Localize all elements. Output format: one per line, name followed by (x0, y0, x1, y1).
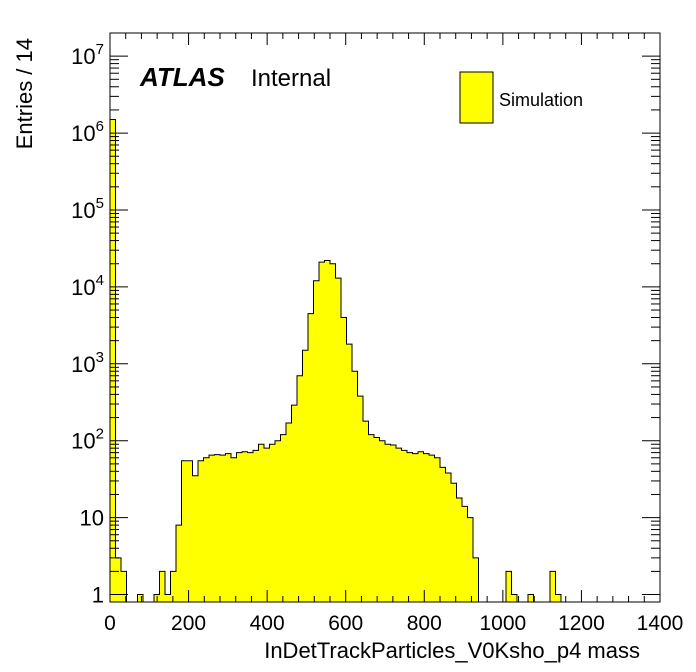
histogram-bar (286, 423, 292, 602)
x-tick-label: 600 (328, 612, 363, 635)
histogram-bar (242, 451, 248, 602)
y-axis-label: Entries / 14 (12, 38, 37, 149)
histogram-bar (390, 444, 396, 602)
atlas-internal-label: Internal (251, 65, 331, 92)
histogram-bar (302, 350, 308, 602)
y-tick-label: 107 (71, 41, 104, 69)
histogram-bar (236, 452, 242, 602)
histogram-outline (110, 119, 572, 603)
histogram-bar (115, 557, 121, 602)
histogram-bar (192, 475, 198, 602)
histogram-bar (258, 444, 264, 602)
y-tick-label: 102 (71, 426, 104, 454)
histogram-bar (368, 434, 374, 602)
histogram-bar (429, 455, 435, 602)
histogram-bar (550, 571, 556, 602)
histogram-bar (324, 260, 330, 602)
histogram-bar (110, 119, 116, 603)
histogram-bar (330, 263, 336, 602)
histogram-bar (385, 444, 391, 602)
x-tick-label: 800 (407, 612, 442, 635)
histogram-bar (220, 455, 226, 602)
x-tick-label: 200 (171, 612, 206, 635)
histogram-bar (423, 453, 429, 602)
x-axis-label: InDetTrackParticles_V0Ksho_p4 mass (264, 638, 640, 663)
histogram-bar (346, 344, 352, 602)
y-tick-label: 1 (92, 583, 104, 608)
histogram-bar (121, 571, 127, 602)
histogram-bar (170, 571, 176, 602)
histogram-bar (440, 467, 446, 602)
histogram-bar (308, 313, 314, 602)
histogram-bar (198, 460, 204, 602)
histogram-bar (253, 450, 259, 602)
y-tick-label: 10 (80, 506, 104, 531)
legend: Simulation (459, 71, 583, 124)
histogram-bar (225, 453, 231, 602)
x-tick-label: 1200 (558, 612, 605, 635)
histogram-bar (467, 517, 473, 602)
y-tick-label: 106 (71, 118, 104, 146)
histogram-bar (269, 444, 275, 602)
histogram-bar (506, 571, 512, 602)
histogram-bar (335, 278, 341, 602)
x-axis-ticks: 0 200 400 600 800 1000 1200 1400 (104, 33, 683, 635)
histogram-bar (280, 434, 286, 602)
histogram-bar (165, 594, 171, 602)
histogram-bar (434, 457, 440, 602)
histogram-bar (176, 525, 182, 602)
histogram-bar (473, 557, 479, 602)
histogram-bar (231, 457, 237, 602)
x-tick-label: 400 (250, 612, 285, 635)
histogram-bar (137, 594, 143, 602)
histogram-bar (451, 483, 457, 602)
histogram-bar (363, 421, 369, 602)
atlas-label: ATLAS (139, 62, 225, 92)
y-tick-label: 103 (71, 349, 104, 377)
histogram-bar (297, 375, 303, 602)
histogram-bar (357, 396, 363, 602)
histogram-bar (418, 451, 424, 602)
histogram-bar (291, 405, 297, 602)
histogram-bar (462, 506, 468, 602)
histogram-bar (374, 437, 380, 602)
histogram-bar (401, 450, 407, 602)
x-tick-label: 1000 (479, 612, 526, 635)
histogram-bar (187, 460, 193, 602)
histogram-bar (203, 457, 209, 602)
histogram-bar (352, 371, 358, 602)
histogram-bar (456, 498, 462, 602)
histogram-bar (181, 460, 187, 602)
histogram-bar (264, 448, 270, 602)
y-axis-ticks: 1 10 102 103 104 105 106 107 (71, 32, 660, 608)
histogram-bar (214, 454, 220, 602)
legend-entry-label: Simulation (499, 90, 583, 110)
x-tick-label: 1400 (637, 612, 684, 635)
histogram-bar (511, 594, 517, 602)
histogram-bar (159, 571, 165, 602)
histogram-bar (209, 455, 215, 602)
histogram-bars (110, 119, 572, 603)
histogram-bar (313, 280, 319, 602)
y-tick-label: 105 (71, 195, 104, 223)
histogram-bar (445, 473, 451, 602)
histogram-bar (396, 448, 402, 602)
histogram-bar (412, 453, 418, 602)
x-tick-label: 0 (104, 612, 116, 635)
legend-swatch (459, 71, 494, 124)
histogram-bar (247, 452, 253, 602)
histogram-bar (528, 594, 534, 602)
histogram-bar (275, 440, 281, 602)
histogram-bar (407, 452, 413, 602)
histogram-bar (555, 594, 561, 602)
histogram-bar (341, 317, 347, 602)
y-tick-label: 104 (71, 272, 104, 300)
histogram-bar (379, 440, 385, 602)
histogram-bar (319, 262, 325, 602)
